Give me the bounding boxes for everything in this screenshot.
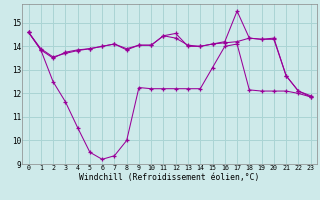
X-axis label: Windchill (Refroidissement éolien,°C): Windchill (Refroidissement éolien,°C): [79, 173, 260, 182]
